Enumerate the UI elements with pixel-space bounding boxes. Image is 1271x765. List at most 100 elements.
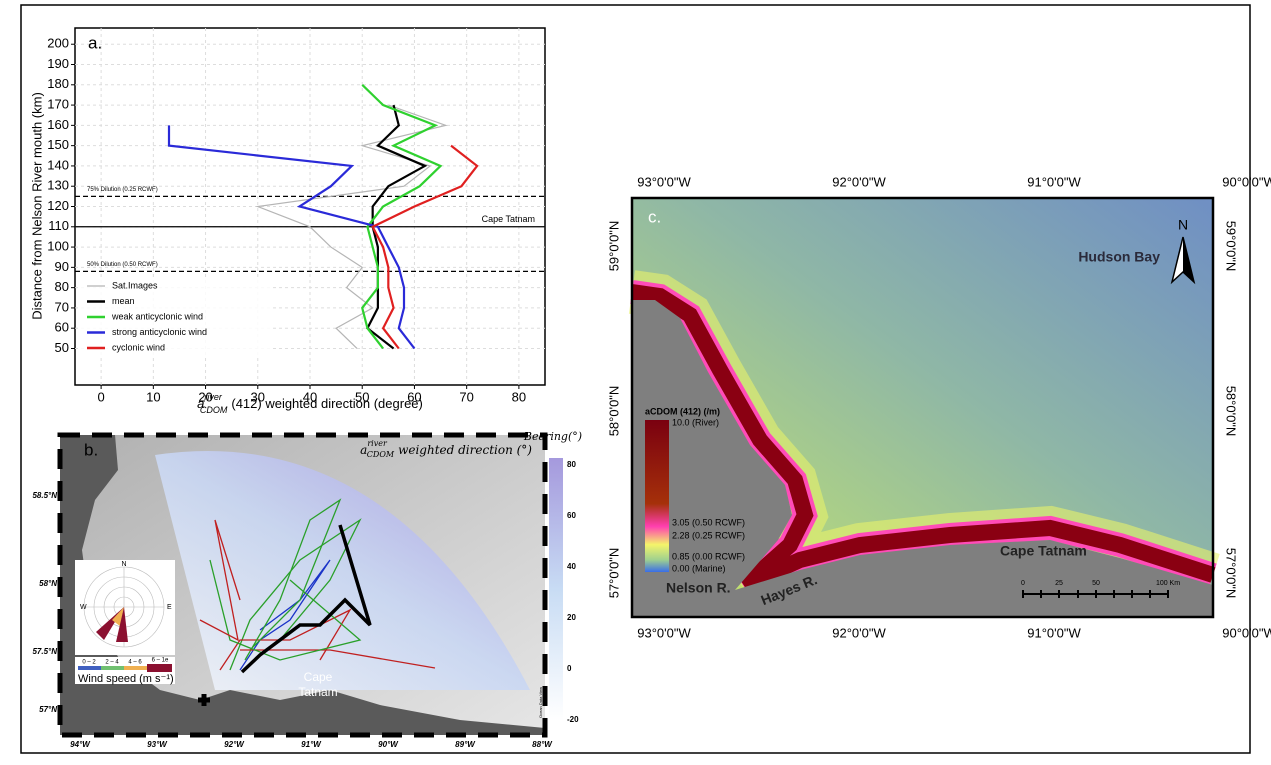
coastal-plume <box>630 284 1216 593</box>
x-tick-label: 20 <box>198 389 212 404</box>
legend-label: Sat.Images <box>112 280 158 290</box>
panel-label: a. <box>88 33 102 52</box>
reference-label: 50% Dilution (0.50 RCWF) <box>87 262 158 268</box>
legend: Sat.Images mean weak anticyclonic wind stro… <box>80 277 270 357</box>
x-label-rest: (412) weighted direction (degree) <box>231 396 423 411</box>
colorbar-tick: 40 <box>567 562 576 571</box>
panel-label: c. <box>648 207 661 226</box>
wind-swatch <box>78 666 101 670</box>
legend-label: strong anticyclonic wind <box>112 327 207 337</box>
bearing-fan <box>155 450 530 690</box>
panel-a: a. Distance from Nelson River mouth (km)… <box>29 27 546 415</box>
lon-label: 93°W <box>147 740 168 749</box>
colorbar-tick: 0 <box>567 664 572 673</box>
lon-label: 93°0'0"W <box>637 174 691 189</box>
scale-label: 100 Km <box>1156 580 1180 587</box>
reference-label: 75% Dilution (0.25 RCWF) <box>87 187 158 193</box>
wind-swatch <box>124 666 147 670</box>
x-tick-label: 80 <box>512 389 526 404</box>
x-label-sub: CDOM <box>200 405 228 415</box>
legend-box <box>80 277 270 357</box>
figure-border <box>20 4 1251 754</box>
wind-swatch <box>147 664 172 672</box>
y-tick-label: 130 <box>47 178 69 193</box>
trajectory <box>209 559 362 661</box>
scale-label: 50 <box>1092 580 1100 587</box>
colorbar-ticks: 80 60 40 20 0 -20 <box>567 460 579 724</box>
lon-label: 91°0'0"W <box>1027 625 1081 640</box>
legend-label: weak anticyclonic wind <box>111 311 203 321</box>
title-sup: river <box>367 439 388 448</box>
lon-labels: 94°W 93°W 92°W 91°W 90°W 89°W 88°W <box>70 740 553 749</box>
lat-label: 59°0'0"N <box>1224 221 1239 272</box>
rose-label: N <box>121 561 126 568</box>
place-label: Tatnam <box>298 685 337 699</box>
north-label: N <box>1178 217 1188 233</box>
north-arrow-half <box>1183 237 1194 282</box>
x-label-symbol: a <box>197 396 204 411</box>
wind-class: 0 – 2 <box>82 660 96 666</box>
colorbar-tick: -20 <box>567 715 579 724</box>
y-tick-label: 90 <box>55 259 69 274</box>
wind-class: 2 – 4 <box>105 660 119 666</box>
legend-entry: 2.28 (0.25 RCWF) <box>672 530 745 540</box>
scale-bar <box>1022 590 1169 598</box>
x-axis-label: ariver CDOM (412) weighted direction (degr… <box>197 392 423 415</box>
lat-labels: 58.5°N 58°N 57.5°N 57°N <box>32 491 57 714</box>
lat-label: 57°0'0"N <box>1224 548 1239 599</box>
place-label: Cape Tatnam <box>1000 543 1087 559</box>
lat-label: 58°N <box>39 579 57 588</box>
y-tick-label: 60 <box>55 320 69 335</box>
lat-label: 58°0'0"N <box>1224 386 1239 437</box>
wind-title: Wind speed (m s⁻¹) <box>78 673 174 685</box>
x-tick-label: 10 <box>146 389 160 404</box>
lat-label: 58.5°N <box>32 491 57 500</box>
lon-label: 90°W <box>378 740 399 749</box>
rose-label: E <box>167 604 172 611</box>
lon-label: 92°0'0"W <box>832 625 886 640</box>
legend-label: mean <box>112 296 135 306</box>
y-tick-label: 160 <box>47 117 69 132</box>
panel-c: c. N Hudson Bay Cape Tatnam Nelson R. Ha… <box>606 174 1271 640</box>
lon-labels: 93°0'0"W 93°0'0"W 92°0'0"W 92°0'0"W 91°0'0"W… <box>637 174 1271 640</box>
trajectory <box>239 559 331 671</box>
place-label: Nelson R. <box>666 580 731 596</box>
y-tick-label: 200 <box>47 36 69 51</box>
legend-entry: 0.00 (Marine) <box>672 563 726 573</box>
lon-label: 91°0'0"W <box>1027 174 1081 189</box>
series-line <box>255 104 448 349</box>
map-land <box>632 300 1213 617</box>
lon-label: 92°W <box>224 740 245 749</box>
lat-label: 59°0'0"N <box>606 221 621 272</box>
colorbar-tick: 80 <box>567 460 576 469</box>
lon-label: 88°W <box>532 740 553 749</box>
lon-label: 92°0'0"W <box>832 174 886 189</box>
legend-label: cyclonic wind <box>112 342 165 352</box>
y-tick-label: 150 <box>47 137 69 152</box>
lon-label: 91°W <box>301 740 322 749</box>
legend-entry: 3.05 (0.50 RCWF) <box>672 517 745 527</box>
scale-label: 0 <box>1021 580 1025 587</box>
trajectory <box>199 519 241 642</box>
panel-title: ariver CDOM weighted direction (°) <box>360 439 532 459</box>
trajectory <box>244 498 342 661</box>
map-frame <box>630 196 1215 619</box>
wind-class: 4 – 6 <box>128 660 142 666</box>
colorbar <box>549 458 563 721</box>
colorbar-title: Bearing(°) <box>523 430 582 443</box>
title-sub: CDOM <box>367 450 395 459</box>
river-mouth-marker <box>198 694 210 706</box>
y-tick-label: 190 <box>47 56 69 71</box>
y-tick-label: 140 <box>47 157 69 172</box>
title-symbol: a <box>360 443 367 457</box>
map-frame <box>57 432 548 738</box>
trajectories <box>199 498 436 674</box>
lat-label: 58°0'0"N <box>606 386 621 437</box>
map-land <box>60 435 545 735</box>
y-axis-label: Distance from Nelson River mouth (km) <box>29 92 44 320</box>
mean-trajectory <box>240 524 372 674</box>
series-line <box>361 84 443 350</box>
scale-label: 25 <box>1055 580 1063 587</box>
trajectory <box>219 608 352 671</box>
